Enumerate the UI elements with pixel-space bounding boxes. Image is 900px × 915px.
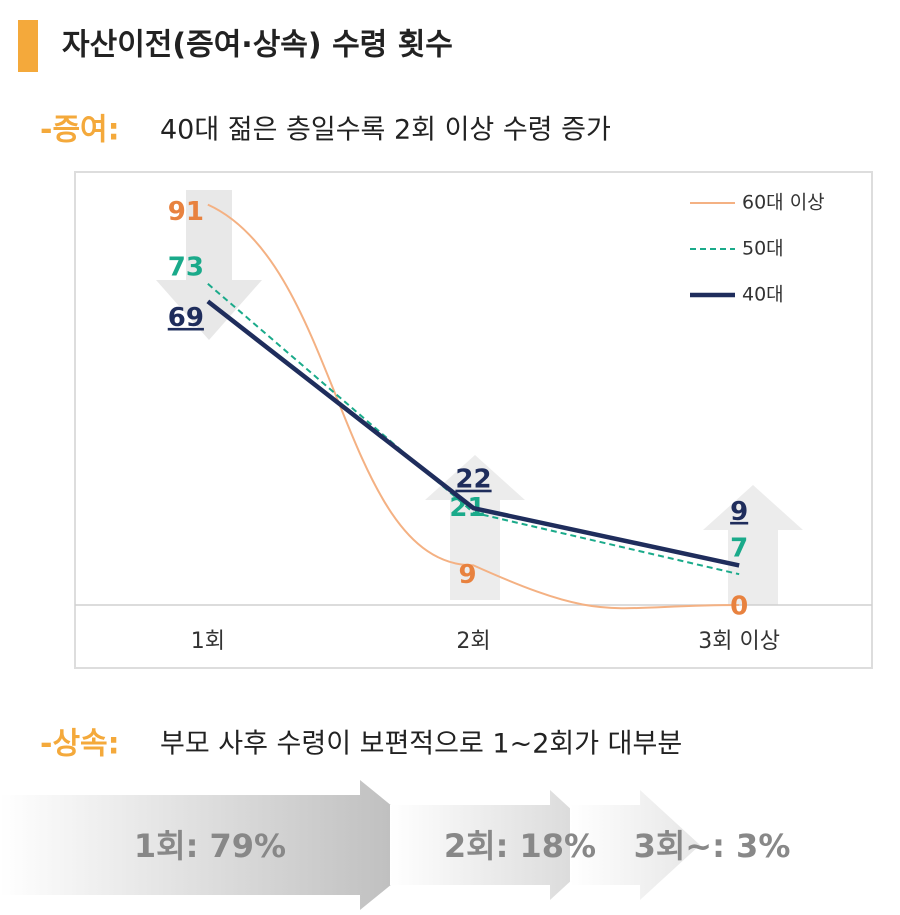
arrow bbox=[0, 780, 440, 910]
title: 자산이전(증여·상속) 수령 횟수 bbox=[62, 28, 453, 63]
legend-label: 60대 이상 bbox=[742, 192, 825, 214]
legend-label: 50대 bbox=[742, 238, 784, 260]
data-label: 9 bbox=[458, 560, 476, 590]
legend-label: 40대 bbox=[742, 284, 784, 306]
series-line bbox=[206, 299, 740, 568]
down-arrow bbox=[156, 190, 262, 340]
series-line bbox=[207, 283, 740, 576]
title-bar bbox=[18, 20, 38, 72]
item: 2회: 18% bbox=[444, 827, 596, 865]
data-label: 91 bbox=[168, 197, 204, 227]
up-arrow bbox=[703, 485, 803, 605]
data-label: 73 bbox=[168, 252, 204, 282]
data-label: 22 bbox=[455, 465, 491, 495]
data-label: 0 bbox=[730, 592, 748, 622]
series-line bbox=[207, 203, 740, 610]
x-tick-label: 3회 이상 bbox=[698, 629, 780, 654]
x-tick-label: 1회 bbox=[191, 629, 225, 654]
data-label: 9 bbox=[730, 497, 748, 527]
inherit-label: -상속: bbox=[40, 727, 120, 762]
arrow bbox=[570, 790, 700, 900]
gift-text: 40대 젊은 층일수록 2회 이상 수령 증가 bbox=[160, 115, 611, 146]
item: 1회: 79% bbox=[134, 827, 286, 865]
item: 3회~: 3% bbox=[634, 827, 791, 865]
arrow bbox=[390, 790, 610, 900]
data-label: 69 bbox=[168, 303, 204, 333]
data-label: 7 bbox=[730, 534, 748, 564]
inherit-text: 부모 사후 수령이 보편적으로 1~2회가 대부분 bbox=[160, 729, 682, 760]
gift-label: -증여: bbox=[40, 113, 120, 148]
x-tick-label: 2회 bbox=[456, 629, 490, 654]
